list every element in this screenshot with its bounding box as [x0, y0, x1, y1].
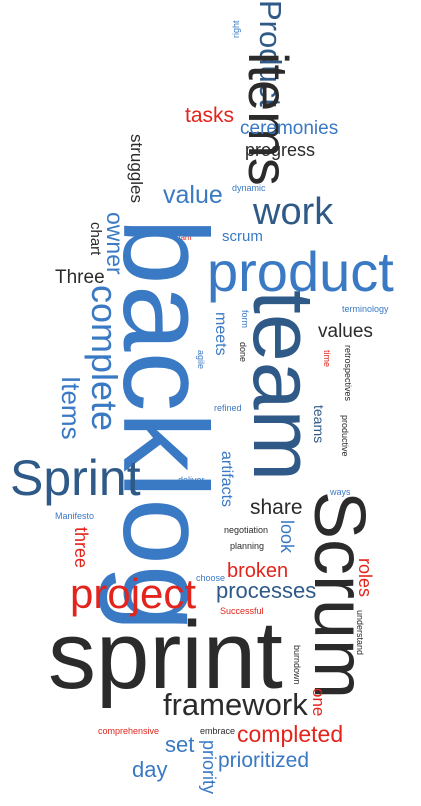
word-dynamic: dynamic	[232, 183, 266, 193]
word-day: day	[132, 757, 168, 782]
word-one: one	[309, 688, 328, 717]
word-time: time	[322, 350, 332, 368]
word-prioritized: prioritized	[218, 749, 310, 772]
word-project: project	[70, 570, 197, 617]
word-ceremonies: ceremonies	[240, 118, 339, 139]
word-manifesto: Manifesto	[55, 511, 95, 521]
word-work: work	[253, 191, 334, 233]
word-negotiation: negotiation	[224, 525, 269, 535]
word-planning: planning	[230, 541, 265, 551]
word-value: value	[163, 181, 223, 209]
word-struggles: struggles	[127, 134, 146, 203]
word-sprint-big: sprint	[48, 602, 283, 709]
word-broken: broken	[227, 560, 289, 582]
word-items-cap: Items	[56, 376, 86, 440]
word-form: form	[240, 310, 250, 328]
word-agile: agile	[196, 350, 206, 370]
word-ways: ways	[330, 487, 351, 497]
word-terminology: terminology	[342, 304, 389, 314]
word-burndown: burndown	[292, 645, 302, 685]
word-complete: complete	[84, 285, 125, 432]
word-three-cap: Three	[55, 267, 105, 288]
word-refined: refined	[214, 403, 242, 413]
word-comprehensive: comprehensive	[98, 726, 160, 736]
word-framework: framework	[163, 687, 308, 722]
word-set: set	[165, 732, 195, 757]
word-retrospectives: retrospectives	[343, 345, 353, 402]
word-meets: meets	[212, 312, 229, 356]
word-sprint-cap: Sprint	[10, 450, 141, 506]
word-choose: choose	[196, 573, 226, 583]
word-team-small: Team	[172, 233, 192, 242]
word-deliver: deliver	[178, 475, 205, 485]
word-team-big: team	[235, 290, 331, 482]
word-right: right	[231, 20, 241, 38]
word-look: look	[277, 520, 297, 554]
word-priority: priority	[199, 740, 219, 795]
word-artifacts: artifacts	[218, 451, 235, 508]
word-completed: completed	[237, 721, 344, 747]
word-tasks: tasks	[185, 104, 235, 127]
word-embrace: embrace	[200, 726, 236, 736]
word-understand: understand	[355, 610, 365, 656]
word-successful: Successful	[220, 606, 264, 616]
word-product-big: product	[207, 240, 394, 303]
word-done: done	[238, 342, 248, 363]
word-values: values	[318, 321, 373, 342]
word-productive: productive	[340, 415, 350, 457]
word-teams: teams	[311, 405, 327, 444]
word-roles: roles	[355, 558, 375, 598]
word-three-red: three	[71, 527, 91, 569]
word-progress: progress	[245, 140, 316, 160]
word-share: share	[250, 496, 303, 519]
word-scrum-small: scrum	[222, 228, 263, 245]
word-processes: processes	[216, 578, 317, 603]
